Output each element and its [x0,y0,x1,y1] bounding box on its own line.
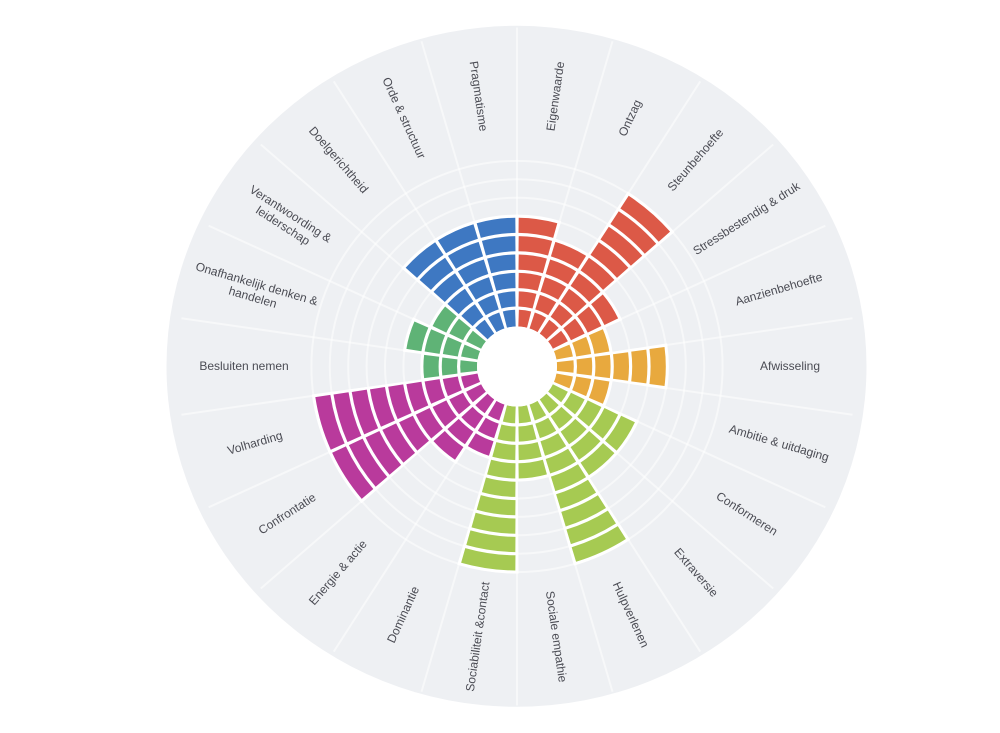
svg-text:Besluiten nemen: Besluiten nemen [199,359,288,373]
svg-text:Afwisseling: Afwisseling [760,359,820,373]
